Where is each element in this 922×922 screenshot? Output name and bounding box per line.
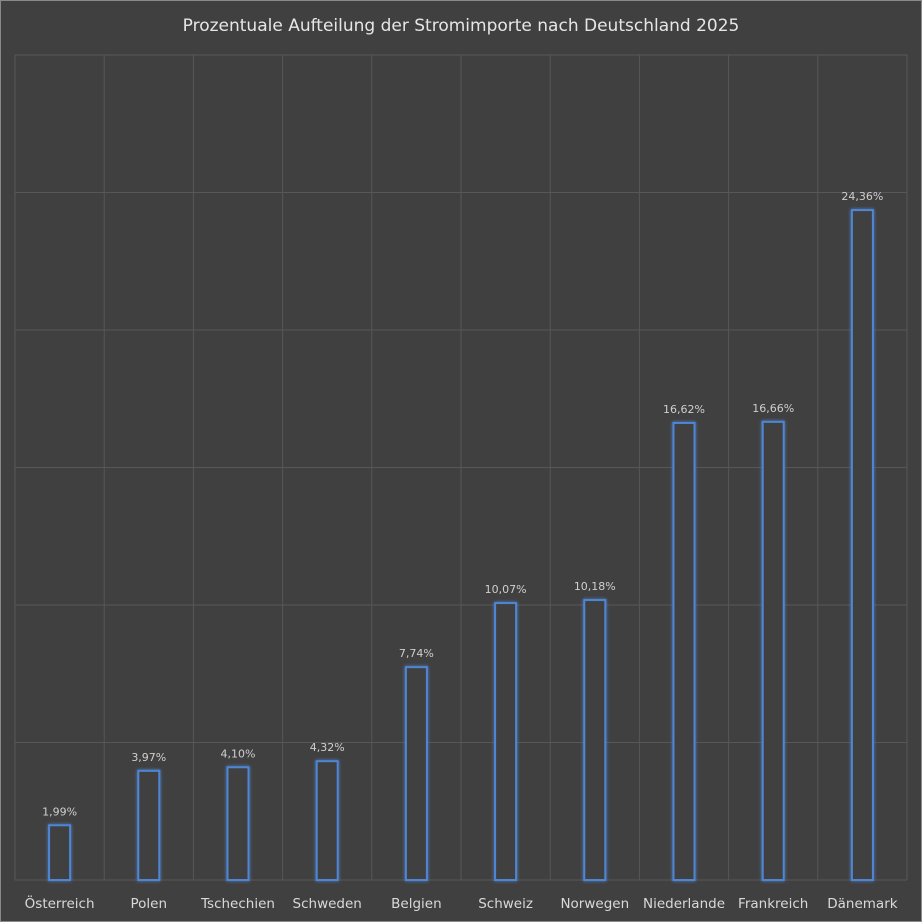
bar — [850, 209, 874, 882]
data-label: 3,97% — [131, 751, 166, 764]
bar — [583, 599, 607, 881]
bar — [761, 420, 785, 881]
bar — [315, 760, 339, 882]
bar — [48, 824, 72, 882]
bar — [404, 666, 428, 882]
gridlines — [14, 54, 908, 881]
x-tick-label: Polen — [131, 896, 168, 912]
data-label: 7,74% — [399, 647, 434, 660]
x-tick-label: Dänemark — [827, 896, 898, 912]
bars — [48, 209, 874, 882]
chart-title: Prozentuale Aufteilung der Stromimporte … — [183, 16, 740, 36]
bar — [137, 769, 161, 882]
data-label: 16,62% — [663, 403, 705, 416]
bar — [494, 602, 518, 881]
data-label: 1,99% — [42, 805, 77, 818]
x-tick-label: Tschechien — [200, 896, 275, 912]
data-label: 10,18% — [574, 580, 616, 593]
data-label: 4,10% — [221, 747, 256, 760]
x-tick-label: Belgien — [391, 896, 442, 912]
x-tick-label: Schweiz — [478, 896, 533, 912]
data-label: 16,66% — [752, 402, 794, 415]
bar — [226, 766, 250, 881]
x-tick-label: Norwegen — [560, 896, 629, 912]
data-label: 4,32% — [310, 741, 345, 754]
data-label: 10,07% — [485, 583, 527, 596]
data-label: 24,36% — [841, 190, 883, 203]
bar — [672, 421, 696, 881]
labels: 1,99% Österreich 3,97% Polen 4,10% Tschechien… — [25, 190, 898, 912]
x-tick-label: Niederlande — [643, 896, 725, 912]
x-tick-label: Frankreich — [738, 896, 808, 912]
x-tick-label: Österreich — [25, 894, 95, 912]
x-tick-label: Schweden — [293, 896, 362, 912]
